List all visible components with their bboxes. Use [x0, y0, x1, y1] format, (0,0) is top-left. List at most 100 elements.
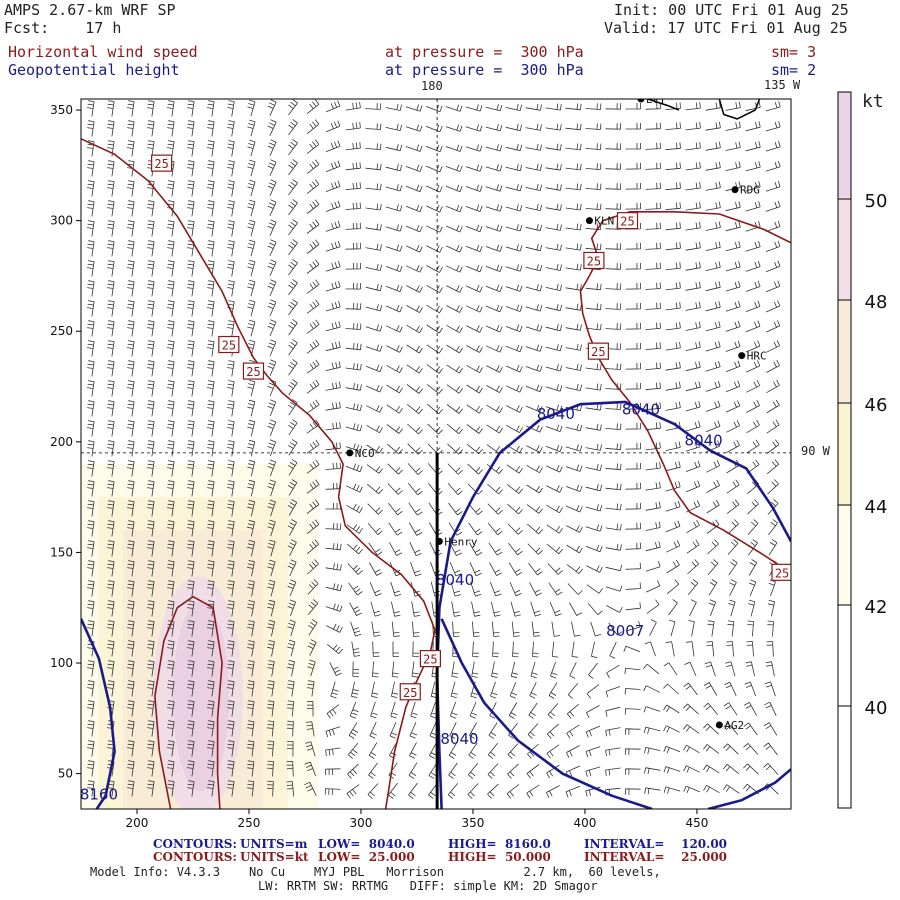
station-label: HRC [747, 350, 767, 363]
speed-contour-50 [154, 595, 223, 809]
speed-contour-25 [81, 138, 436, 809]
field2-level: at pressure = 300 hPa [385, 61, 584, 79]
speed-contour-25 [579, 211, 791, 571]
forecast-hour: Fcst: 17 h [4, 19, 122, 37]
station-dot [738, 352, 746, 360]
speed-label: 25 [222, 339, 236, 353]
x-tick-label: 450 [685, 816, 708, 830]
speed-label: 25 [591, 345, 605, 359]
model-info: Model Info: V4.3.3 No Cu MYJ PBL Morriso… [90, 865, 661, 879]
contours2-label: CONTOURS: [153, 850, 237, 864]
contours2-units: UNITS=kt [240, 850, 309, 864]
lon-180-label: 180 [421, 79, 443, 93]
station-dot [435, 537, 443, 545]
field1-smoothing: sm= 3 [771, 43, 817, 61]
colorbar-band [838, 92, 851, 197]
wind-barbs [87, 99, 781, 799]
axes: 200 250 300 350 400 450 50 100 150 200 250 300 350 [50, 103, 708, 830]
height-contour-8040 [707, 768, 791, 809]
contours1-label: CONTOURS: [153, 837, 237, 851]
station-label: RDG [740, 184, 760, 197]
physics-info: LW: RRTM SW: RRTMG DIFF: simple KM: 2D S… [258, 879, 598, 893]
speed-label-box [616, 212, 639, 230]
colorbar-band [838, 197, 851, 300]
speed-label: 25 [246, 365, 260, 379]
speed-label: 25 [775, 566, 789, 580]
station-dot [731, 186, 739, 194]
colorbar-frame [837, 91, 852, 809]
wind-speed-contours [81, 138, 791, 809]
contours2-interval: INTERVAL= 25.000 [584, 850, 728, 864]
valid-time: Valid: 17 UTC Fri 01 Aug 25 [604, 19, 848, 37]
y-tick-label: 100 [50, 656, 73, 670]
contours1-units: UNITS=m [240, 837, 308, 851]
coastline-segment [647, 99, 680, 111]
lon-135w-label: 135 W [764, 78, 801, 92]
station-label: KLN [594, 215, 614, 228]
height-contour-8040 [709, 449, 791, 543]
station-label: Henry [444, 535, 477, 548]
colorbar-band [838, 403, 851, 506]
x-tick-label: 350 [462, 816, 485, 830]
height-label: 8040 [436, 571, 474, 589]
field1-level: at pressure = 300 hPa [385, 43, 584, 61]
speed-label-box [771, 563, 791, 581]
x-tick-label: 200 [126, 816, 149, 830]
speed-label: 25 [620, 215, 634, 229]
coastline-segment [718, 99, 761, 120]
colorbar-band [838, 506, 851, 605]
init-time: Init: 00 UTC Fri 01 Aug 25 [614, 1, 849, 19]
speed-label: 25 [154, 157, 168, 171]
contours2-low: LOW= 25.000 [318, 850, 415, 864]
y-tick-label: 300 [50, 214, 73, 228]
lon-90w-label: 90 W [801, 444, 830, 458]
contour-labels: 8040 8040 8040 8040 8040 8007 8160 25 25 25 25 25 25… [80, 154, 791, 804]
colorbar-tick-label: 44 [865, 497, 888, 518]
colorbar-tick-label: 46 [865, 395, 888, 416]
colorbar-tick-label: 50 [865, 191, 888, 212]
speed-label-box [218, 335, 240, 354]
height-contour-8040 [440, 618, 653, 809]
contours2-high: HIGH= 50.000 [448, 850, 551, 864]
field2-smoothing: sm= 2 [771, 61, 817, 79]
wind-barb-field [87, 99, 781, 799]
height-label: 8040 [537, 405, 575, 423]
speed-label-box [583, 251, 605, 270]
speed-label: 25 [423, 653, 437, 667]
coastline [647, 99, 761, 120]
colorbar-tick-label: 42 [865, 597, 888, 618]
speed-label: 25 [587, 254, 601, 268]
colorbar-band [838, 300, 851, 403]
x-tick-label: 250 [238, 816, 261, 830]
height-label: 8040 [685, 432, 723, 450]
height-contour-8160 [81, 618, 116, 809]
speed-label: 25 [403, 686, 417, 700]
x-tick-label: 300 [350, 816, 373, 830]
station-dot [715, 721, 723, 729]
station-label: AG2 [724, 719, 744, 732]
station-label: LVT [646, 93, 666, 106]
station-dot [637, 99, 645, 103]
contours1-low: LOW= 8040.0 [318, 837, 415, 851]
x-tick-label: 400 [573, 816, 596, 830]
y-tick-label: 250 [50, 324, 73, 338]
station-dot [585, 217, 593, 225]
field1-name: Horizontal wind speed [8, 43, 198, 61]
speed-label-box [242, 362, 265, 380]
height-label: 8160 [80, 786, 118, 804]
plot-frame [80, 98, 792, 810]
model-title: AMPS 2.67-km WRF SP [4, 1, 176, 19]
station-label: NCO [355, 447, 375, 460]
contours1-interval: INTERVAL= 120.00 [584, 837, 728, 851]
station-markers: LVT RDG KLN HRC NCO Henry AG2 [346, 93, 788, 732]
field2-name: Geopotential height [8, 61, 180, 79]
y-tick-label: 350 [50, 103, 73, 117]
colorbar-unit: kt [862, 91, 884, 112]
lat-lon-guides [81, 99, 791, 809]
wind-speed-shading [81, 463, 318, 809]
shade-50kt [172, 601, 229, 792]
station-dot [346, 449, 354, 457]
height-label: 8040 [440, 730, 478, 748]
contours1-high: HIGH= 8160.0 [448, 837, 551, 851]
